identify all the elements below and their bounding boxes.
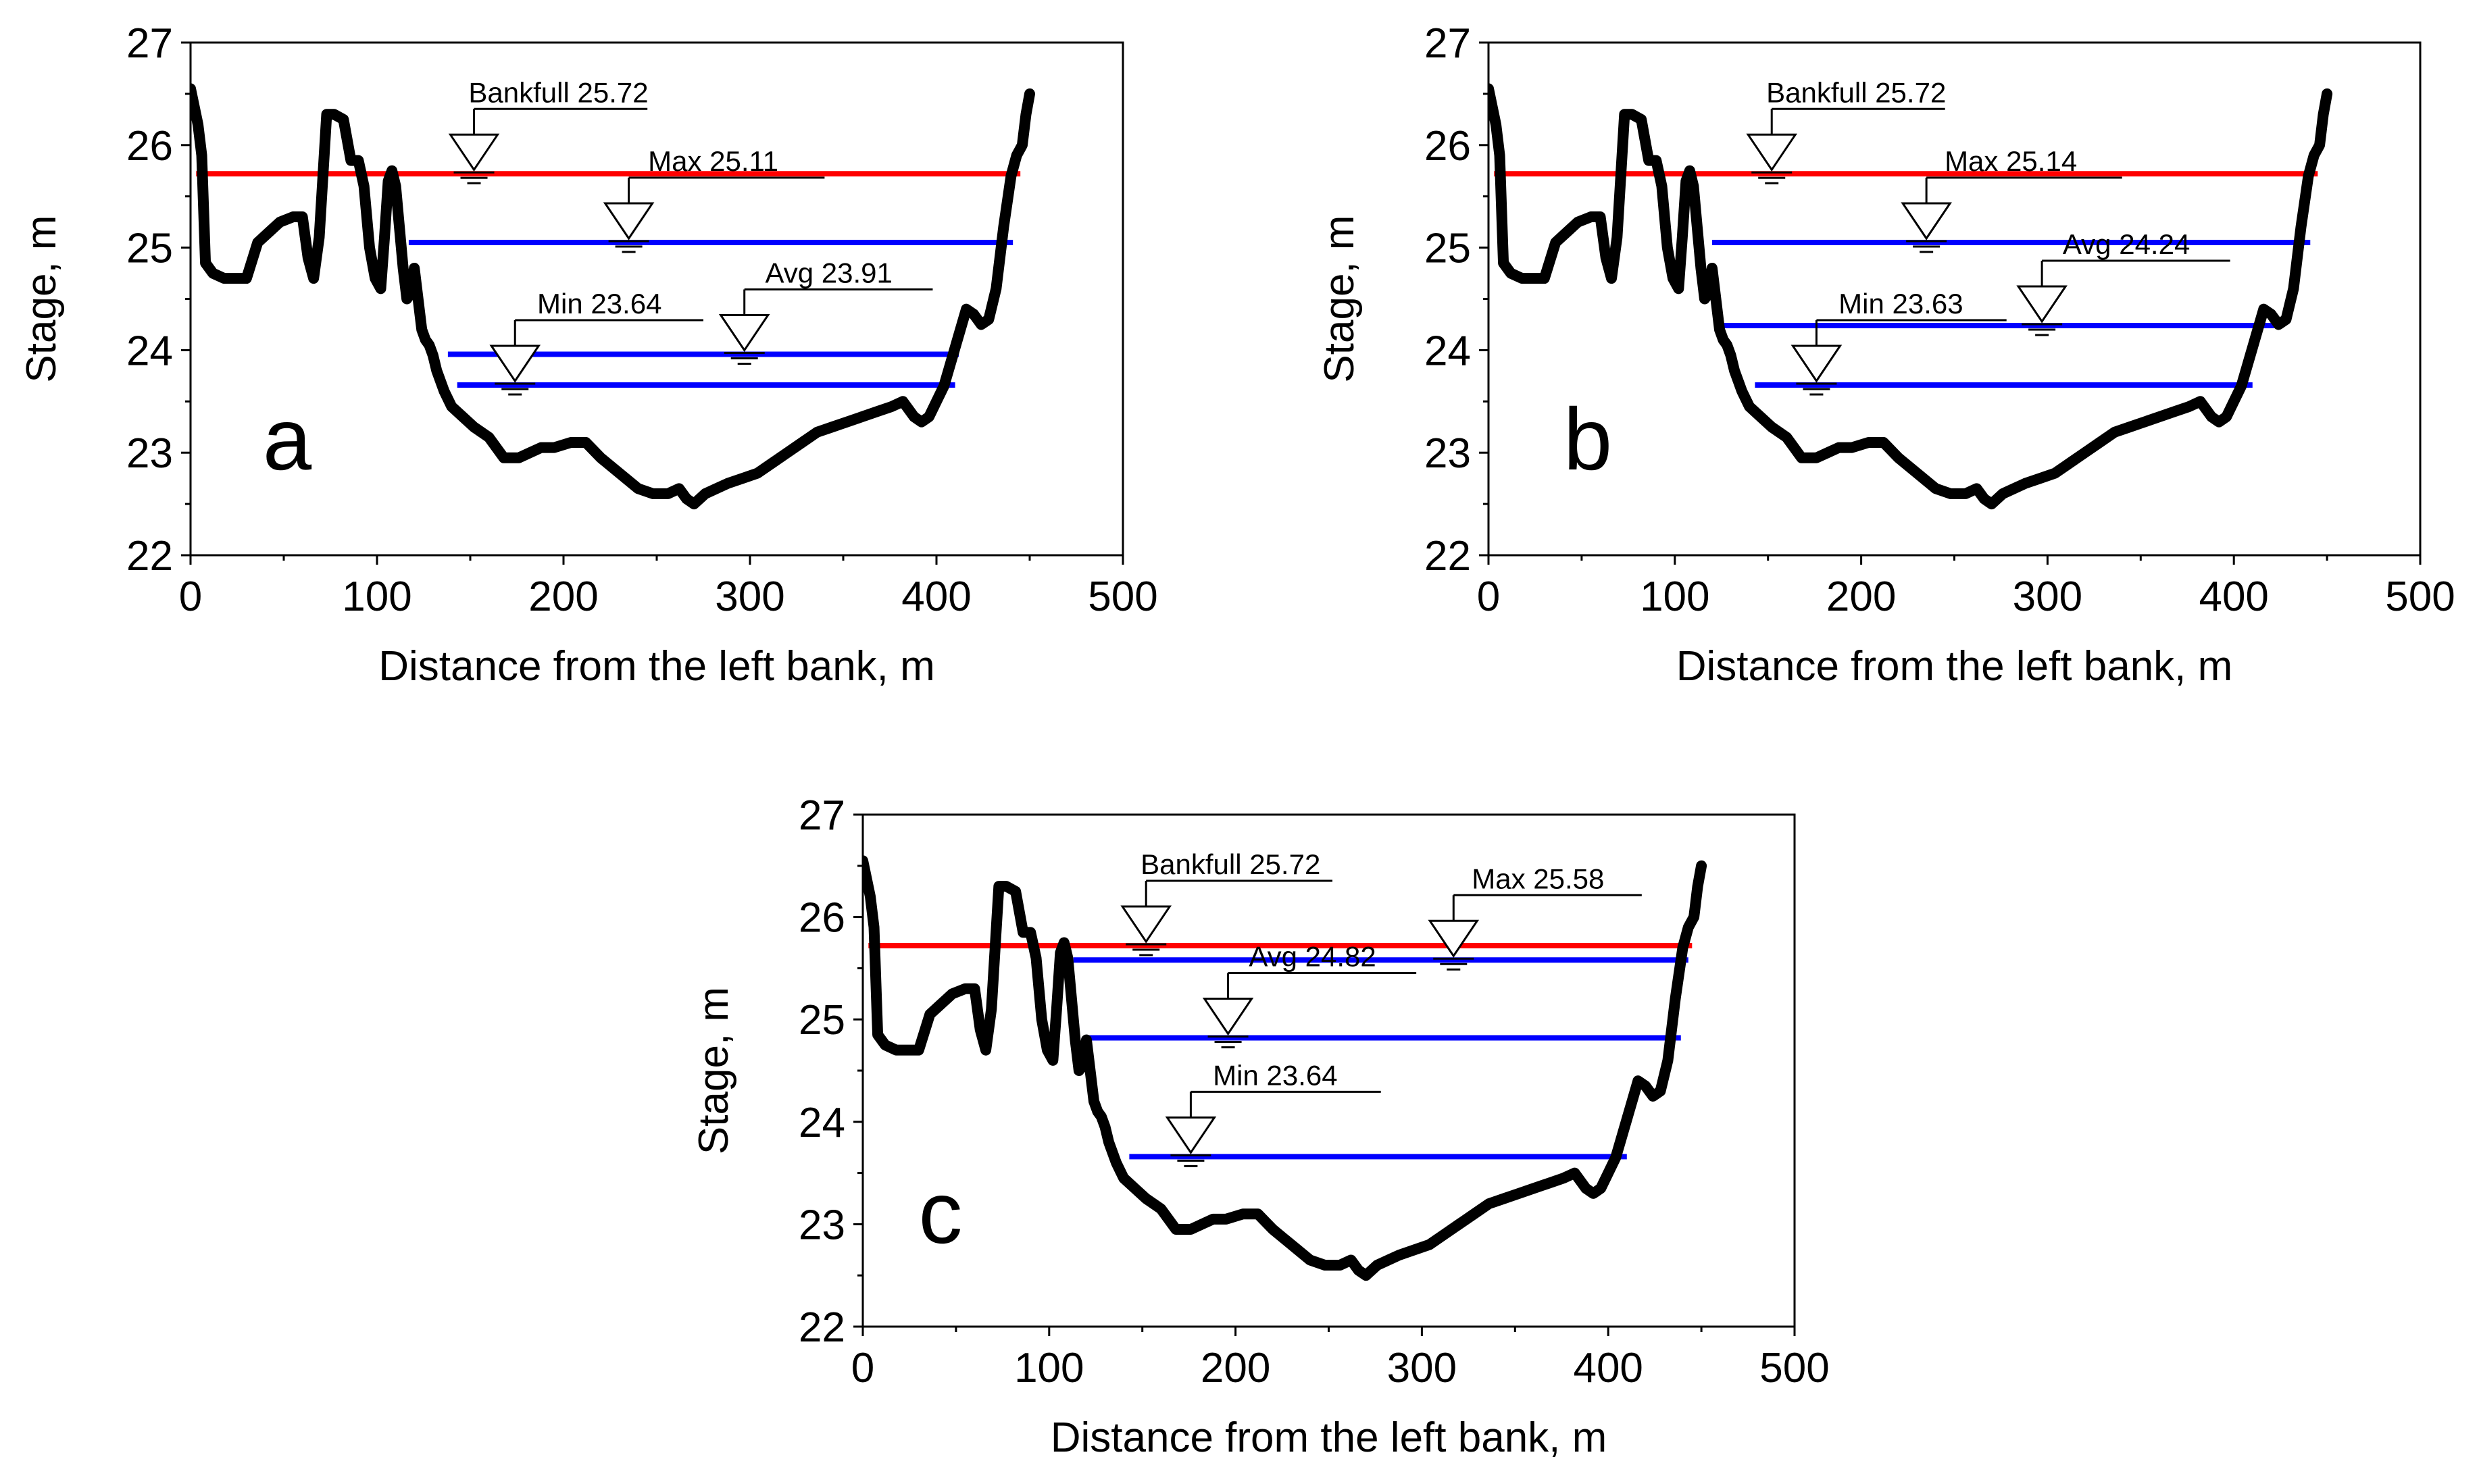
x-tick-label: 200: [528, 573, 598, 620]
y-tick-label: 26: [1424, 123, 1471, 170]
water-level-label: Max 25.58: [1472, 863, 1604, 894]
y-tick-label: 25: [1424, 226, 1471, 272]
y-axis-label: Stage, m: [18, 215, 65, 382]
channel-profile-line: [863, 855, 1707, 1281]
x-axis-label: Distance from the left bank, m: [1676, 643, 2233, 690]
x-tick-label: 400: [2199, 573, 2268, 620]
x-tick-label: 300: [1387, 1345, 1457, 1391]
water-level-label: Bankfull 25.72: [468, 76, 648, 108]
y-axis-label: Stage, m: [691, 987, 737, 1154]
x-tick-label: 200: [1201, 1345, 1270, 1391]
panel-c: 0 100 200 300 400 500 22 23 24 25 26 27 Distance fro…: [691, 792, 1830, 1461]
x-tick-label: 0: [1477, 573, 1500, 620]
panel-a: 0 100 200 300 400 500 22 23 24 25 26 27 Distance fro…: [18, 20, 1158, 690]
y-tick-label: 25: [126, 226, 173, 272]
y-tick-label: 24: [126, 328, 173, 374]
water-level-label: Avg 23.91: [766, 257, 893, 288]
water-level-marker-icon: [448, 133, 500, 172]
y-tick-label: 23: [1424, 430, 1471, 477]
water-level-marker-icon: [1165, 1116, 1217, 1155]
water-level-label: Bankfull 25.72: [1766, 76, 1946, 108]
panel-label: c: [919, 1163, 963, 1262]
panel-label: b: [1563, 390, 1612, 488]
y-tick-label: 27: [799, 792, 845, 839]
x-tick-label: 200: [1826, 573, 1896, 620]
x-tick-label: 300: [2013, 573, 2082, 620]
y-tick-label: 26: [126, 123, 173, 170]
water-level-marker-icon: [2016, 285, 2068, 324]
x-tick-label: 500: [1759, 1345, 1829, 1391]
x-tick-label: 500: [1088, 573, 1157, 620]
water-level-marker-icon: [489, 344, 541, 383]
water-level-marker-icon: [1901, 202, 1952, 240]
y-tick-label: 27: [126, 20, 173, 67]
x-tick-label: 0: [179, 573, 202, 620]
x-tick-label: 500: [2385, 573, 2455, 620]
y-tick-label: 22: [1424, 533, 1471, 580]
y-tick-label: 26: [799, 895, 845, 942]
panel-label: a: [263, 390, 312, 488]
water-level-marker-icon: [1120, 905, 1172, 944]
y-tick-label: 23: [799, 1202, 845, 1248]
y-axis-label: Stage, m: [1316, 215, 1363, 382]
x-tick-label: 400: [1573, 1345, 1643, 1391]
x-axis-label: Distance from the left bank, m: [1051, 1414, 1607, 1461]
water-level-label: Max 25.11: [648, 145, 778, 177]
panel-b: 0 100 200 300 400 500 22 23 24 25 26 27 Distance fro…: [1316, 20, 2455, 690]
x-axis-label: Distance from the left bank, m: [378, 643, 935, 690]
y-tick-label: 22: [799, 1304, 845, 1351]
water-level-label: Bankfull 25.72: [1141, 848, 1320, 880]
x-tick-label: 100: [342, 573, 411, 620]
water-level-marker-icon: [1428, 919, 1480, 958]
x-tick-label: 100: [1014, 1345, 1084, 1391]
water-level-marker-icon: [1791, 344, 1843, 383]
x-tick-label: 300: [715, 573, 784, 620]
y-tick-label: 22: [126, 533, 173, 580]
water-level-label: Min 23.64: [537, 288, 661, 319]
y-tick-label: 24: [1424, 328, 1471, 374]
x-tick-label: 400: [901, 573, 971, 620]
water-level-label: Min 23.63: [1838, 288, 1963, 319]
y-tick-label: 24: [799, 1100, 845, 1146]
water-level-marker-icon: [1202, 997, 1254, 1036]
channel-profile-line: [1488, 83, 2333, 510]
x-tick-label: 100: [1640, 573, 1709, 620]
y-tick-label: 25: [799, 997, 845, 1044]
water-level-marker-icon: [718, 313, 770, 353]
x-tick-label: 0: [851, 1345, 874, 1391]
water-level-label: Avg 24.82: [1249, 940, 1376, 972]
y-tick-label: 27: [1424, 20, 1471, 67]
channel-profile-line: [191, 83, 1035, 510]
water-level-label: Max 25.14: [1945, 145, 2077, 177]
water-level-marker-icon: [1746, 133, 1798, 172]
water-level-marker-icon: [603, 202, 655, 240]
water-level-label: Min 23.64: [1213, 1059, 1337, 1091]
water-level-label: Avg 24.24: [2063, 228, 2190, 260]
y-tick-label: 23: [126, 430, 173, 477]
